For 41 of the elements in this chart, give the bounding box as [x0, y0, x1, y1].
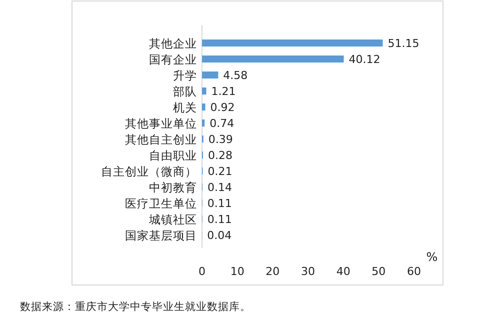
y-tick-label: 自由职业 [149, 148, 197, 162]
y-tick-label: 医疗卫生单位 [125, 196, 197, 210]
y-tick-label: 机关 [173, 100, 197, 114]
x-tick-label: 30 [301, 265, 315, 278]
y-tick-label: 其他事业单位 [125, 116, 197, 130]
x-tick-label: 60 [407, 265, 421, 278]
data-label: 0.11 [207, 213, 232, 226]
y-tick-label: 城镇社区 [148, 212, 197, 226]
data-label: 0.28 [208, 149, 232, 162]
y-tick-label: 国有企业 [149, 52, 197, 66]
y-tick-label: 国家基层项目 [125, 228, 197, 242]
bar [202, 88, 206, 94]
x-tick-label: 0 [198, 265, 206, 278]
y-tick-label: 其他企业 [149, 36, 197, 50]
y-tick-label: 中初教育 [149, 180, 197, 194]
bar [202, 120, 205, 126]
x-tick-label: 20 [266, 265, 280, 278]
bar [202, 72, 218, 78]
data-label: 0.11 [207, 197, 232, 210]
y-tick-label: 部队 [173, 84, 197, 98]
bar [202, 40, 383, 46]
data-label: 40.12 [348, 53, 380, 66]
y-tick-label: 其他自主创业 [125, 132, 197, 146]
data-label: 0.74 [210, 117, 234, 130]
data-label: 51.15 [388, 37, 420, 50]
y-tick-label: 升学 [173, 68, 197, 82]
data-label: 0.21 [208, 165, 232, 178]
x-axis-title: % [426, 250, 438, 264]
x-tick-label: 40 [336, 265, 350, 278]
data-label: 0.14 [207, 181, 232, 194]
data-label: 0.04 [207, 229, 232, 242]
data-label: 1.21 [211, 85, 236, 98]
bar [202, 56, 344, 62]
x-tick-label: 10 [230, 265, 244, 278]
x-tick-label: 50 [372, 265, 386, 278]
y-tick-label: 自主创业（微商） [101, 164, 197, 178]
data-label: 0.39 [208, 133, 233, 146]
data-label: 0.92 [210, 101, 235, 114]
source-note: 数据来源：重庆市大学中专毕业生就业数据库。 [20, 300, 251, 313]
data-label: 4.58 [223, 69, 248, 82]
bar [202, 104, 206, 110]
